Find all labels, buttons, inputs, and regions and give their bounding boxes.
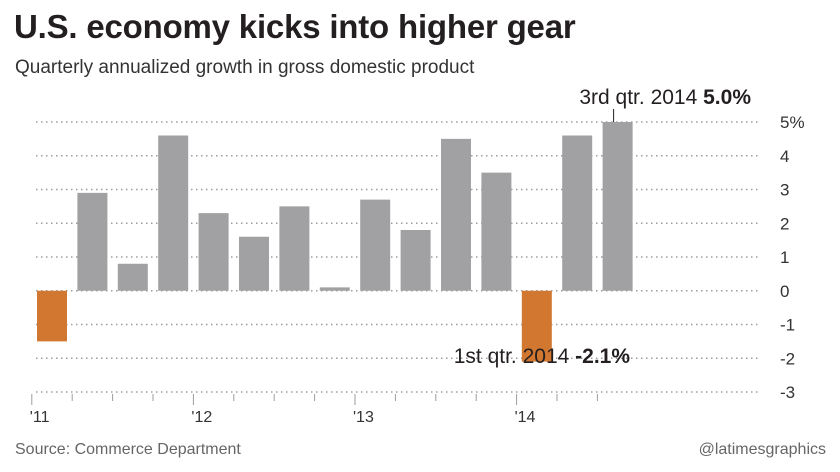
y-tick-label: -2 [780,349,795,368]
bars [37,122,633,362]
bar [198,213,229,291]
y-tick-label: -1 [780,316,795,335]
bar [521,290,552,362]
annotation-q3-2014-label: 3rd qtr. 2014 [579,86,703,109]
bar [117,263,148,291]
y-tick-label: 4 [780,147,789,166]
bar [602,122,633,291]
y-tick-label: 3 [780,181,789,200]
chart-title: U.S. economy kicks into higher gear [14,8,576,45]
annotations: 3rd qtr. 2014 5.0% 1st qtr. 2014 -2.1% [454,86,752,368]
bar [562,135,593,291]
bar [279,206,310,291]
y-tick-label: 5% [780,113,805,132]
annotation-q1-2014-value: -2.1% [575,345,630,368]
annotation-q1-2014-label: 1st qtr. 2014 [454,345,575,368]
bar [319,287,350,291]
y-tick-label: -3 [780,383,795,402]
source-note: Source: Commerce Department [15,441,241,458]
bar [400,230,431,291]
credit-handle: @latimesgraphics [698,441,826,458]
y-tick-label: 1 [780,248,789,267]
x-tick-label: '14 [515,409,536,426]
y-axis: 5% 4 3 2 1 0 -1 -2 -3 [780,113,805,402]
bar [77,192,108,291]
gridlines [36,121,760,393]
y-tick-label: 2 [780,214,789,233]
x-tick-label: '12 [191,409,212,426]
x-tick-label: '13 [353,409,374,426]
bar [37,290,67,342]
bar [239,236,269,291]
x-axis: '11 '12 '13 '14 [30,394,598,426]
x-tick-label: '11 [30,409,50,426]
bar [158,135,189,291]
chart-subtitle: Quarterly annualized growth in gross dom… [15,57,475,78]
annotation-q3-2014: 3rd qtr. 2014 5.0% [579,86,751,109]
y-tick-label: 0 [780,282,789,301]
annotation-q1-2014: 1st qtr. 2014 -2.1% [454,345,631,368]
bar [481,172,512,291]
annotation-q3-2014-value: 5.0% [703,86,751,109]
bar [441,138,471,291]
bar [360,199,391,291]
